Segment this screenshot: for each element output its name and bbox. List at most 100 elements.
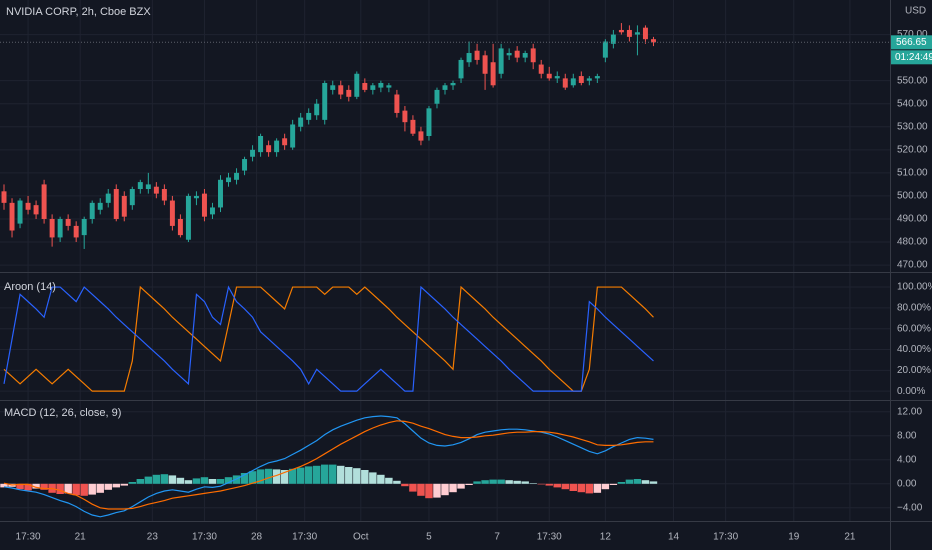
histogram-bar <box>545 483 553 486</box>
histogram-bar <box>609 483 618 485</box>
candle-body <box>145 184 151 190</box>
candle-body <box>97 202 103 210</box>
candle-body <box>634 32 640 35</box>
candle-body <box>129 189 135 206</box>
candle-body <box>65 218 71 226</box>
candle-body <box>514 50 520 58</box>
histogram-bar <box>481 480 489 484</box>
histogram-bar <box>337 465 345 484</box>
candle-body <box>338 85 344 95</box>
histogram-bar <box>641 480 650 484</box>
histogram-bar <box>256 469 265 484</box>
histogram-bar <box>288 468 297 484</box>
histogram-bar <box>104 483 112 490</box>
candle-body <box>234 172 240 180</box>
x-tick-label: 5 <box>426 532 432 543</box>
histogram-bar <box>224 477 233 484</box>
candle-body <box>402 110 408 123</box>
candle-body <box>121 195 127 217</box>
candle-body <box>9 202 15 231</box>
candle-body <box>298 117 304 127</box>
candle-body <box>650 39 656 43</box>
histogram-bar <box>152 474 161 484</box>
y-tick-label: 20.00% <box>897 365 931 376</box>
histogram-bar <box>433 483 441 498</box>
histogram-bar <box>40 483 48 490</box>
candle-body <box>530 48 536 63</box>
y-tick-label: 4.00 <box>897 454 917 465</box>
candle-body <box>458 59 464 79</box>
histogram-bar <box>168 475 177 484</box>
candle-body <box>226 177 231 183</box>
y-tick-label: 540.00 <box>897 98 928 109</box>
histogram-bar <box>0 483 8 488</box>
histogram-bar <box>345 467 353 484</box>
histogram-bar <box>569 483 578 491</box>
candle-body <box>434 89 440 104</box>
x-tick-label: 12 <box>600 532 612 543</box>
histogram-bar <box>585 483 594 494</box>
histogram-bar <box>304 466 313 484</box>
y-tick-label: −4.00 <box>897 502 923 513</box>
x-tick-label: 17:30 <box>537 532 562 543</box>
candle-body <box>322 82 328 120</box>
histogram-bar <box>329 464 337 484</box>
candle-body <box>562 78 568 88</box>
histogram-bar <box>184 480 193 484</box>
grid-layer <box>0 0 890 521</box>
histogram-bar <box>593 483 602 493</box>
y-tick-label: 550.00 <box>897 75 928 86</box>
candle-body <box>306 112 312 120</box>
candle-body <box>1 191 7 203</box>
candle-body <box>73 225 79 238</box>
candle-body <box>410 119 416 134</box>
histogram-bar <box>176 477 185 484</box>
x-tick-label: 21 <box>844 532 856 543</box>
histogram-bar <box>264 468 273 484</box>
histogram-bar <box>617 482 626 484</box>
histogram-bar <box>505 480 513 484</box>
histogram-bar <box>248 471 257 484</box>
histogram-bar <box>64 483 72 494</box>
candle-body <box>482 55 488 74</box>
x-tick-label: 28 <box>251 532 263 543</box>
histogram-bar <box>537 483 545 485</box>
candle-body <box>602 41 608 58</box>
candle-body <box>153 186 159 194</box>
candle-body <box>618 29 624 33</box>
indicator-line <box>3 285 654 392</box>
candle-body <box>49 218 55 238</box>
x-tick-label: 17:30 <box>292 532 317 543</box>
y-tick-label: 520.00 <box>897 144 928 155</box>
histogram-bar <box>88 483 96 495</box>
histogram-bar <box>361 470 369 484</box>
y-tick-label: 12.00 <box>897 406 922 417</box>
candle-body <box>594 76 600 79</box>
y-tick-label: 470.00 <box>897 260 928 271</box>
histogram-bar <box>321 464 329 484</box>
histogram-bar <box>601 483 610 490</box>
histogram-bar <box>425 483 433 499</box>
histogram-bar <box>385 477 393 484</box>
histogram-bar <box>393 480 401 484</box>
histogram-bar <box>633 479 642 484</box>
countdown-label: 01:24:49 <box>895 52 932 63</box>
candle-body <box>538 64 544 74</box>
histogram-bar <box>489 479 497 484</box>
candle-body <box>282 138 288 146</box>
candle-body <box>161 189 167 201</box>
histogram-bar <box>192 478 201 484</box>
candle-body <box>169 200 175 226</box>
histogram-bar <box>449 483 457 493</box>
x-tick-label: 23 <box>147 532 159 543</box>
candle-body <box>242 159 248 171</box>
histogram-bar <box>296 467 305 484</box>
histogram-bar <box>457 483 465 489</box>
indicator-title: Aroon (14) <box>4 281 56 293</box>
histogram-bar <box>80 483 88 496</box>
histogram-bar <box>112 483 120 488</box>
candle-body <box>394 94 400 113</box>
candle-body <box>89 202 95 219</box>
histogram-bar <box>16 483 24 490</box>
